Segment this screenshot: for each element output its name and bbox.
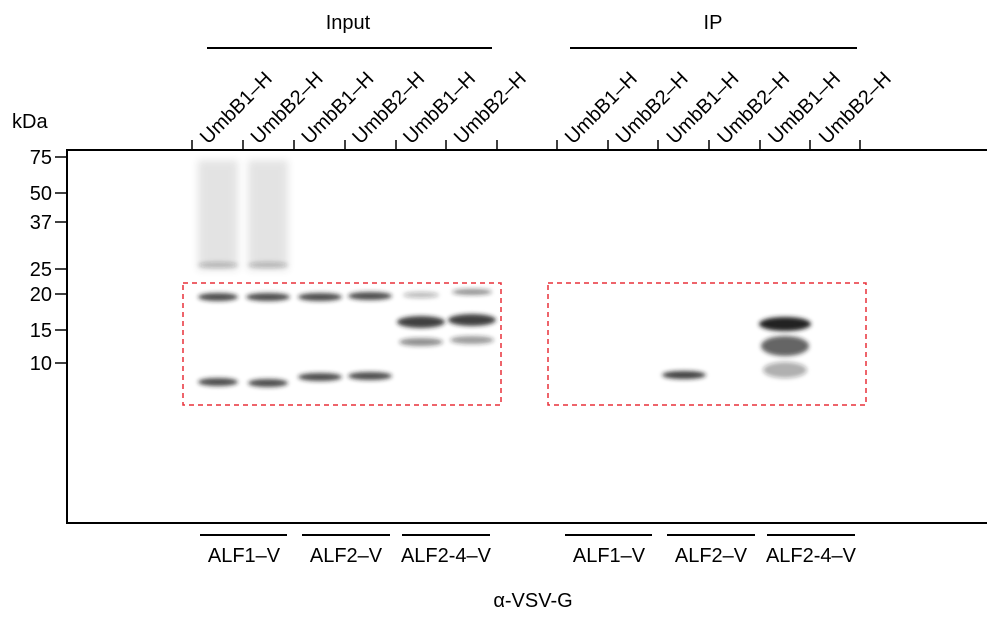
bait-label: ALF2-4–V — [401, 545, 492, 567]
antibody-label: α-VSV-G — [493, 590, 572, 612]
bait-label: ALF1–V — [208, 545, 281, 567]
group-label: IP — [704, 12, 723, 34]
blot-figure: kDa α-VSV-G 75503725201510InputUmbB1–HUm… — [0, 0, 987, 615]
marker-label: 37 — [30, 212, 52, 234]
bait-label: ALF1–V — [573, 545, 646, 567]
bait-label: ALF2-4–V — [766, 545, 857, 567]
marker-label: 20 — [30, 284, 52, 306]
marker-label: 50 — [30, 183, 52, 205]
marker-unit: kDa — [12, 111, 48, 133]
marker-label: 10 — [30, 353, 52, 375]
marker-label: 25 — [30, 259, 52, 281]
bait-label: ALF2–V — [675, 545, 748, 567]
bait-label: ALF2–V — [310, 545, 383, 567]
marker-label: 15 — [30, 320, 52, 342]
marker-label: 75 — [30, 147, 52, 169]
group-label: Input — [326, 12, 371, 34]
